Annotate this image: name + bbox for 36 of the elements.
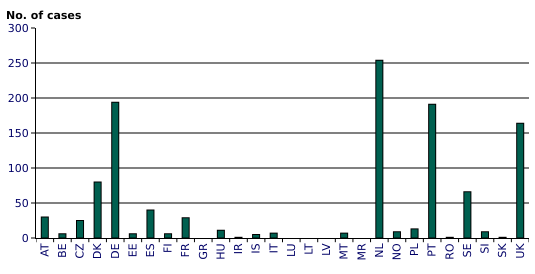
x-tick-label: HU	[214, 243, 228, 260]
x-tick-label: DK	[91, 242, 104, 260]
x-tick-label: NO	[390, 243, 404, 260]
y-tick-label: 250	[8, 56, 29, 70]
x-tick-label: LV	[320, 242, 334, 256]
x-tick-label: PL	[408, 242, 422, 256]
x-tick-label: DE	[108, 243, 122, 259]
x-tick-label: FR	[179, 243, 192, 258]
y-tick-label: 100	[8, 162, 29, 175]
x-tick-label: AT	[38, 243, 52, 257]
y-tick-label: 150	[8, 126, 29, 140]
x-tick-label: IS	[250, 243, 263, 254]
x-tick-label: MR	[355, 243, 368, 261]
y-tick-label: 50	[14, 196, 29, 210]
x-tick-label: EE	[126, 243, 140, 258]
x-tick-label: BE	[56, 243, 69, 258]
x-tick-label: RO	[443, 243, 456, 260]
x-tick-label: MT	[338, 243, 351, 260]
y-tick-label: 300	[8, 22, 29, 35]
x-tick-label: GR	[196, 243, 210, 260]
x-tick-label: FI	[162, 243, 175, 253]
x-tick-label: NL	[372, 242, 386, 258]
x-tick-label: SI	[478, 243, 492, 254]
y-tick-label: 0	[22, 232, 29, 245]
x-tick-label: IT	[267, 243, 280, 254]
x-tick-label: CZ	[74, 242, 87, 259]
x-tick-label: IR	[232, 243, 246, 254]
y-tick-label: 200	[8, 92, 29, 105]
x-tick-label: SE	[460, 243, 474, 258]
x-tick-label: LT	[302, 243, 316, 255]
x-tick-label: UK	[514, 242, 527, 259]
x-tick-label: PT	[426, 243, 439, 257]
x-tick-label: SK	[496, 242, 510, 258]
x-tick-label: LU	[284, 243, 298, 258]
y-axis-title: No. of cases	[6, 9, 82, 22]
x-tick-label: ES	[144, 243, 158, 258]
